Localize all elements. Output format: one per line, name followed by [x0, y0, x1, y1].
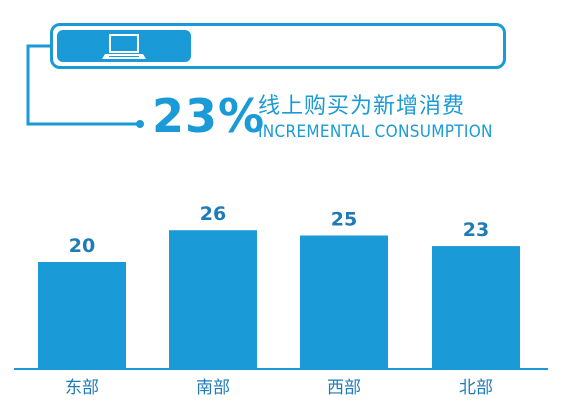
- category-label: 南部: [196, 378, 230, 398]
- bar-1: [38, 262, 126, 368]
- category-label: 东部: [65, 378, 99, 398]
- bar-value-label: 23: [463, 219, 489, 241]
- bar-value-label: 25: [331, 209, 357, 231]
- bar-3: [300, 235, 388, 368]
- bar-4: [432, 246, 520, 368]
- info-bar-tab: [57, 30, 191, 62]
- headline-chinese: 线上购买为新增消费: [258, 94, 466, 119]
- headline-percent: 23%: [152, 89, 266, 143]
- info-bar: [50, 23, 506, 69]
- category-label: 北部: [459, 378, 493, 398]
- headline-english: INCREMENTAL CONSUMPTION: [258, 122, 493, 142]
- bar-2: [169, 230, 257, 368]
- category-label: 西部: [327, 378, 361, 398]
- bar-value-label: 26: [200, 203, 226, 225]
- laptop-icon: [102, 34, 146, 59]
- bar-value-label: 20: [69, 235, 95, 257]
